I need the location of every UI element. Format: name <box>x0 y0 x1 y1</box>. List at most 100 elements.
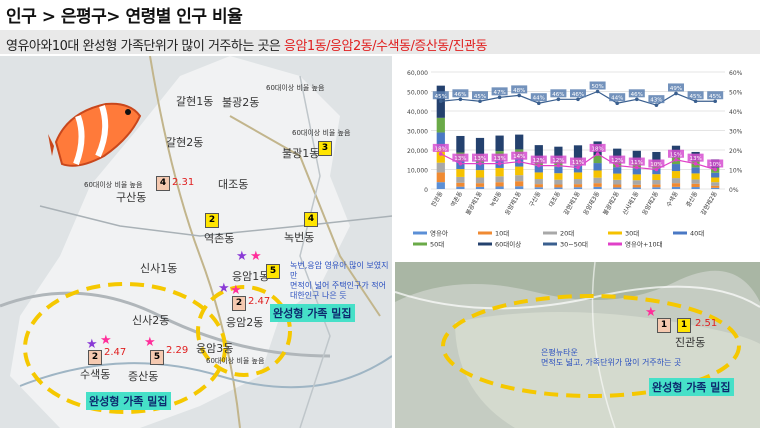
bar-segment <box>436 182 445 189</box>
bar-segment <box>691 187 700 189</box>
x-tick-label: 대조동 <box>547 190 562 209</box>
bar-segment <box>554 179 563 185</box>
bar-segment <box>711 185 720 188</box>
district-label: 갈현1동 <box>176 95 214 108</box>
data-label: 18% <box>591 146 603 152</box>
data-label-bg <box>589 143 606 152</box>
data-label-bg <box>432 91 449 100</box>
bar-segment <box>613 187 622 189</box>
bar-segment <box>534 187 543 189</box>
district-label: 불광1동 <box>282 147 320 160</box>
line-point <box>713 99 717 104</box>
bar-segment <box>671 183 681 187</box>
bar-segment <box>436 162 445 173</box>
star-icon: ★ <box>100 333 112 348</box>
note-label: 60대이상 비율 높음 <box>84 181 143 189</box>
data-label: 46% <box>572 92 584 98</box>
rank-box: 5 <box>266 264 280 279</box>
y2-tick-label: 60% <box>729 70 743 77</box>
data-label-bg <box>668 149 684 158</box>
bar-segment <box>652 180 661 185</box>
x-tick-label: 불광제1동 <box>464 190 484 217</box>
data-label-bg <box>668 83 684 92</box>
data-label-bg <box>472 91 488 100</box>
analysis-note: 녹번,응암 영유아 많이 보였지만 면적이 넓어 주택인구가 적어 대한인구 나… <box>290 261 392 301</box>
star-icon: ★ <box>236 249 248 264</box>
data-label-bg <box>687 153 704 162</box>
star-icon: ★ <box>250 249 262 264</box>
bar-segment <box>632 150 641 163</box>
bar-segment <box>593 177 602 184</box>
legend-label: 40대 <box>690 230 704 238</box>
bar-segment <box>456 176 465 183</box>
data-label: 45% <box>709 94 721 100</box>
bar-segment <box>613 167 622 174</box>
district-label: 불광2동 <box>222 96 260 109</box>
bar-segment <box>613 173 622 180</box>
y-tick-label: 0 <box>424 187 428 194</box>
legend-label: 영유아+10대 <box>625 240 663 249</box>
x-tick-label: 불광제2동 <box>601 190 621 217</box>
bar-segment <box>573 179 583 185</box>
data-label: 18% <box>435 146 447 152</box>
bar-segment <box>652 151 661 163</box>
line-point <box>615 101 619 105</box>
y-tick-label: 10,000 <box>407 168 428 175</box>
data-label: 45% <box>435 94 447 100</box>
ratio-label: 2.51 <box>695 318 718 329</box>
ratio-label: 2.47 <box>104 347 127 358</box>
district-label: 수색동 <box>80 368 111 381</box>
bar-segment <box>691 167 700 174</box>
note-label: 60대이상 비율 높음 <box>206 357 265 365</box>
data-label: 10% <box>650 162 662 168</box>
bar-segment <box>436 172 445 183</box>
data-label: 12% <box>552 158 564 164</box>
rank-box: 3 <box>318 141 332 156</box>
star-icon: ★ <box>144 335 156 350</box>
data-label: 12% <box>611 158 623 164</box>
bar-segment <box>436 132 445 149</box>
left-map: 갈현1동 불광2동 60대이상 비율 높음 갈현2동 60대이상 비율 높음 불… <box>0 56 392 428</box>
bar-segment <box>534 179 543 185</box>
y-tick-label: 60,000 <box>407 70 428 77</box>
y-tick-label: 50,000 <box>407 90 428 97</box>
data-label-bg <box>570 89 586 98</box>
y2-tick-label: 20% <box>729 148 743 155</box>
star-icon: ★ <box>230 283 242 298</box>
data-label: 10% <box>709 162 721 168</box>
bar-segment <box>475 177 485 184</box>
line-point <box>478 99 482 104</box>
bar-segment <box>515 181 524 187</box>
y2-tick-label: 50% <box>729 90 743 97</box>
bar-segment <box>456 135 465 153</box>
line-point <box>635 165 639 170</box>
bar-segment <box>671 178 681 184</box>
bar-segment <box>554 173 563 180</box>
note-line: 은평뉴타운 <box>541 348 578 357</box>
bar-segment <box>671 186 681 189</box>
line-point <box>439 152 443 156</box>
data-label-bg <box>530 93 547 102</box>
bar-segment <box>652 187 661 189</box>
bar-segment <box>613 148 622 161</box>
bar-segment <box>632 187 641 189</box>
line-point <box>497 95 502 100</box>
legend-label: 30~50대 <box>560 241 588 249</box>
subtitle: 영유아와10대 완성형 가족단위가 많이 거주하는 곳은 응암1동/응암2동/수… <box>6 35 487 54</box>
bar-segment <box>456 186 465 189</box>
ratio-label: 2.29 <box>166 345 189 356</box>
star-icon: ★ <box>86 337 98 352</box>
line-point <box>674 157 678 162</box>
bar-segment <box>691 179 700 184</box>
line-point <box>517 93 521 98</box>
bar-segment <box>632 174 641 181</box>
analysis-note: 은평뉴타운 면적도 넓고, 가족단위가 많이 거주하는 곳 <box>541 348 681 368</box>
line-point <box>576 97 580 102</box>
data-label: 49% <box>670 86 682 92</box>
bar-segment <box>711 172 720 178</box>
line-point <box>674 91 678 96</box>
data-label: 44% <box>533 96 545 102</box>
rank-box: 5 <box>150 350 164 365</box>
district-label: 응암1동 <box>232 270 270 283</box>
legend-label: 10대 <box>495 230 509 238</box>
